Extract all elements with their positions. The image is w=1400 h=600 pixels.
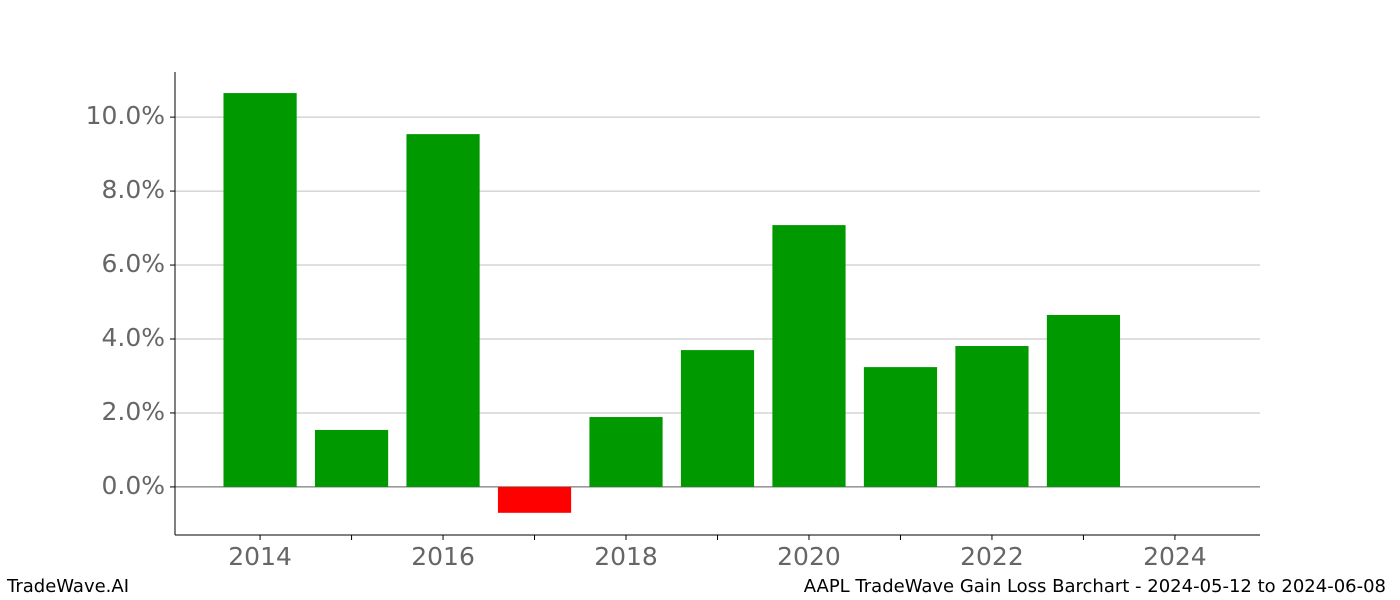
x-tick-label: 2018 — [594, 542, 658, 571]
x-tick-label: 2014 — [228, 542, 292, 571]
bar — [1046, 314, 1121, 487]
x-tick-label: 2024 — [1143, 542, 1207, 571]
brand: TradeWave.AI — [6, 576, 129, 597]
chart-title: AAPL TradeWave Gain Loss Barchart - 2024… — [804, 576, 1386, 597]
bar — [314, 429, 389, 487]
x-tick-label: 2016 — [411, 542, 475, 571]
y-tick-label: 10.0% — [86, 101, 165, 130]
y-tick-label: 8.0% — [101, 175, 165, 204]
x-tick-label: 2020 — [777, 542, 841, 571]
bar — [406, 134, 480, 487]
y-tick-label: 6.0% — [101, 249, 165, 278]
bar — [680, 350, 755, 487]
y-tick-label: 2.0% — [101, 397, 165, 426]
y-tick-label: 0.0% — [101, 471, 165, 500]
x-tick-label: 2022 — [960, 542, 1024, 571]
bar — [863, 367, 938, 487]
bar — [497, 486, 572, 513]
bar — [955, 346, 1029, 487]
bar — [772, 225, 846, 487]
bar — [589, 417, 663, 487]
bar — [223, 93, 297, 487]
y-tick-label: 4.0% — [101, 323, 165, 352]
